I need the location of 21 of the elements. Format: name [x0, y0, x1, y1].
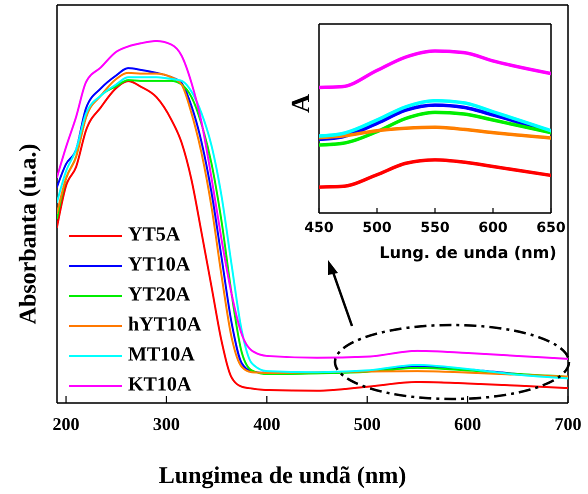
x-tick-label: 500: [354, 414, 381, 434]
x-tick-label: 550: [420, 220, 450, 236]
x-axis-title: Lung. de unda (nm): [379, 243, 557, 262]
x-tick-label: 600: [454, 414, 482, 434]
x-axis-title: Lungimea de undã (nm): [158, 463, 406, 489]
y-axis-title: Absorbanta (u.a.): [16, 144, 42, 324]
x-tick-label: 400: [253, 414, 280, 434]
legend-label: KT10A: [128, 374, 192, 396]
x-tick-label: 300: [152, 414, 180, 434]
x-tick-label: 450: [304, 220, 334, 236]
x-tick-label: 600: [478, 220, 508, 236]
legend-label: hYT10A: [128, 314, 202, 336]
x-tick-label: 500: [362, 220, 392, 236]
legend-label: YT10A: [128, 254, 191, 276]
legend-label: MT10A: [128, 344, 196, 366]
y-axis-title: A: [286, 94, 315, 113]
legend-label: YT5A: [128, 224, 181, 246]
x-tick-label: 650: [536, 220, 566, 236]
legend-label: YT20A: [128, 284, 191, 306]
x-tick-label: 200: [52, 414, 80, 434]
x-tick-label: 700: [554, 414, 582, 434]
